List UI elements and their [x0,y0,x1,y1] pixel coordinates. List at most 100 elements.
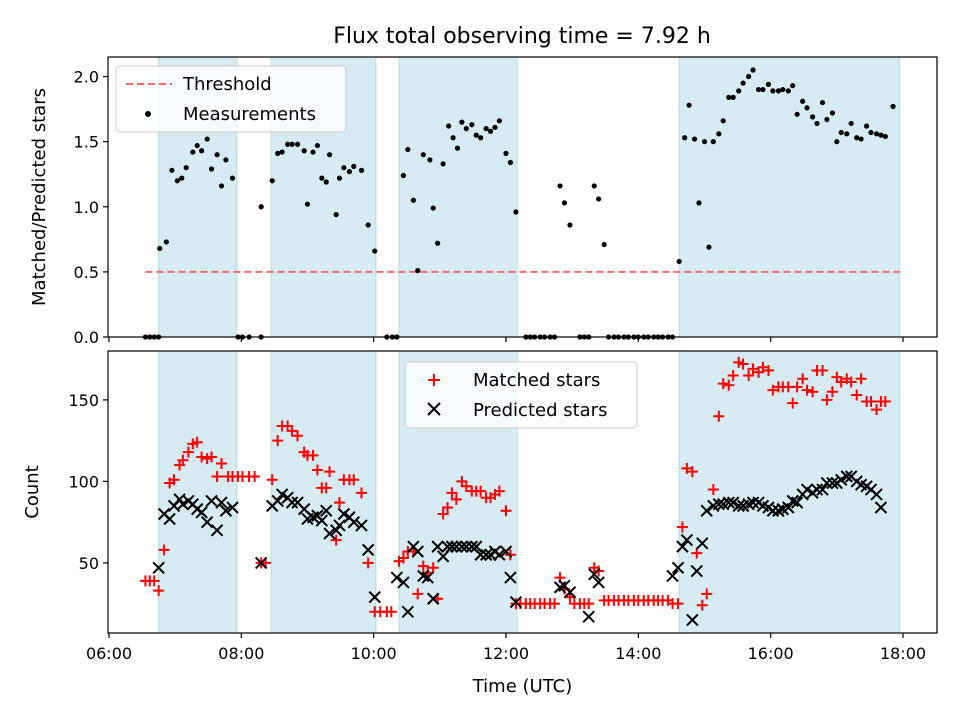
predicted-star-point [152,561,165,575]
observing-span [158,350,238,634]
measurement-point [420,152,426,158]
predicted-star-point [431,540,444,553]
matched-star-point [757,361,769,373]
measurement-point [716,131,722,137]
measurement-point [319,175,325,181]
measurement-point [868,129,874,136]
measurement-point [710,139,716,145]
matched-star-point [727,369,739,381]
bottom-axes-frame [107,350,938,634]
y-tick-label: 2.0 [74,68,99,87]
measurement-point [218,183,225,189]
predicted-star-point [676,540,689,553]
matched-star-point [333,497,345,509]
measurement-point [483,126,489,132]
measurement-point [819,99,826,106]
predicted-star-point [441,540,454,553]
predicted-star-point [450,540,463,553]
legend-measurements-label: Measurements [183,104,316,125]
x-tick-label: 10:00 [351,644,397,663]
measurement-point [601,241,607,248]
measurement-point [427,157,433,163]
measurement-point [487,128,494,134]
predicted-star-point [455,540,469,553]
measurement-point [854,135,860,141]
measurement-point [346,169,353,175]
predicted-star-point [582,610,595,623]
predicted-star-point [732,499,745,513]
predicted-star-point [411,545,424,558]
bottom-y-ticks: 50 100 150 [68,391,108,573]
matched-star-point [851,389,863,401]
measurement-point [691,136,698,142]
matched-star-point [272,435,284,447]
matched-star-point [324,466,336,478]
top-y-ticks: 0.0 0.5 1.0 1.5 2.0 [74,68,108,347]
predicted-star-point [588,568,601,581]
measurement-point [834,139,840,145]
x-tick-label: 14:00 [615,644,661,663]
measurement-point [269,178,275,184]
matched-star-point [821,394,833,406]
matched-star-point [460,480,472,492]
measurement-point [775,88,781,94]
predicted-star-point [671,561,685,575]
predicted-star-point [445,540,459,553]
matched-star-point [807,386,819,398]
matched-star-point [500,505,512,517]
measurement-point [513,209,519,215]
predicted-star-point [210,524,224,537]
measurement-point [157,245,163,252]
predicted-star-point [460,540,473,553]
measurement-point [848,120,854,127]
measurement-point [183,165,189,171]
predicted-star-point [746,496,760,509]
y-tick-label: 1.5 [74,133,99,152]
matched-star-point [446,487,458,499]
predicted-star-point [390,571,404,584]
measurement-point [450,135,456,141]
matched-star-point [787,397,799,409]
measurement-point [459,119,465,125]
matched-star-point [801,384,813,396]
measurement-point [169,167,175,173]
predicted-star-point [368,590,381,604]
predicted-star-point [470,540,483,553]
matched-star-point [549,598,561,610]
legend-matched-swatch [428,374,440,386]
legend-measurements-swatch [145,111,151,117]
measurement-point [473,132,479,138]
matched-star-point [307,449,319,461]
matched-star-point [437,508,449,520]
measurement-point [435,240,441,246]
predicted-star-point [790,496,804,509]
matched-star-point [177,454,189,466]
measurement-point [289,141,295,147]
measurement-point [454,145,461,151]
predicted-star-point [285,496,299,509]
top-panel: 0.00.51.01.52.0 Matched/Predicted stars … [29,56,938,347]
measurement-point [794,111,800,117]
matched-star-point [311,464,323,476]
chart-title: Flux total observing time = 7.92 h [333,24,711,49]
measurement-point [760,86,766,93]
matched-star-point [583,598,595,610]
y-tick-label: 150 [68,391,99,410]
predicted-star-point [333,519,346,532]
predicted-star-point [870,488,883,501]
measurement-point [790,83,796,89]
y-tick-label: 50 [79,554,99,573]
measurement-point [730,94,736,100]
measurement-point [838,129,844,136]
observing-span [678,56,901,338]
measurement-point [765,81,772,87]
predicted-star-point [800,483,814,496]
predicted-star-point [226,501,239,514]
matched-star-point [427,562,439,574]
x-tick-label: 16:00 [748,644,794,663]
measurement-point [301,148,307,154]
measurement-point [304,201,311,207]
predicted-star-point [722,496,735,509]
measurement-point [858,136,864,142]
measurement-point [326,152,333,158]
